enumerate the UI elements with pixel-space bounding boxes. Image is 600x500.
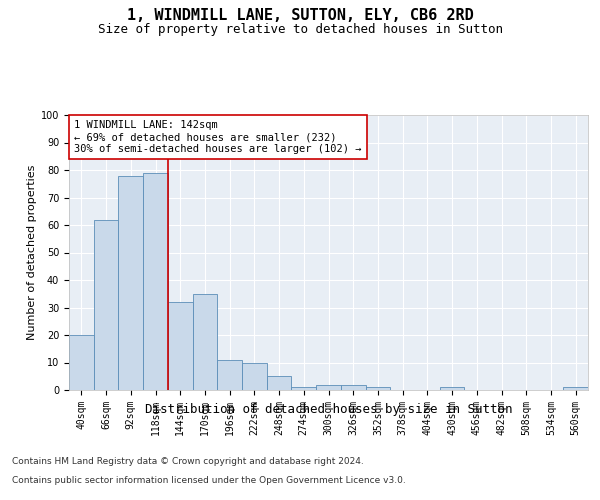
Bar [217, 360, 242, 390]
Text: Size of property relative to detached houses in Sutton: Size of property relative to detached ho… [97, 22, 503, 36]
Bar [563, 387, 588, 390]
Bar [118, 176, 143, 390]
Bar [94, 220, 118, 390]
Bar [316, 384, 341, 390]
Bar [341, 384, 365, 390]
Bar [292, 387, 316, 390]
Bar [168, 302, 193, 390]
Bar [267, 376, 292, 390]
Text: Distribution of detached houses by size in Sutton: Distribution of detached houses by size … [145, 402, 512, 415]
Bar [69, 335, 94, 390]
Bar [242, 362, 267, 390]
Text: 1, WINDMILL LANE, SUTTON, ELY, CB6 2RD: 1, WINDMILL LANE, SUTTON, ELY, CB6 2RD [127, 8, 473, 22]
Y-axis label: Number of detached properties: Number of detached properties [27, 165, 37, 340]
Text: 1 WINDMILL LANE: 142sqm
← 69% of detached houses are smaller (232)
30% of semi-d: 1 WINDMILL LANE: 142sqm ← 69% of detache… [74, 120, 362, 154]
Text: Contains public sector information licensed under the Open Government Licence v3: Contains public sector information licen… [12, 476, 406, 485]
Bar [193, 294, 217, 390]
Text: Contains HM Land Registry data © Crown copyright and database right 2024.: Contains HM Land Registry data © Crown c… [12, 458, 364, 466]
Bar [440, 387, 464, 390]
Bar [365, 387, 390, 390]
Bar [143, 173, 168, 390]
